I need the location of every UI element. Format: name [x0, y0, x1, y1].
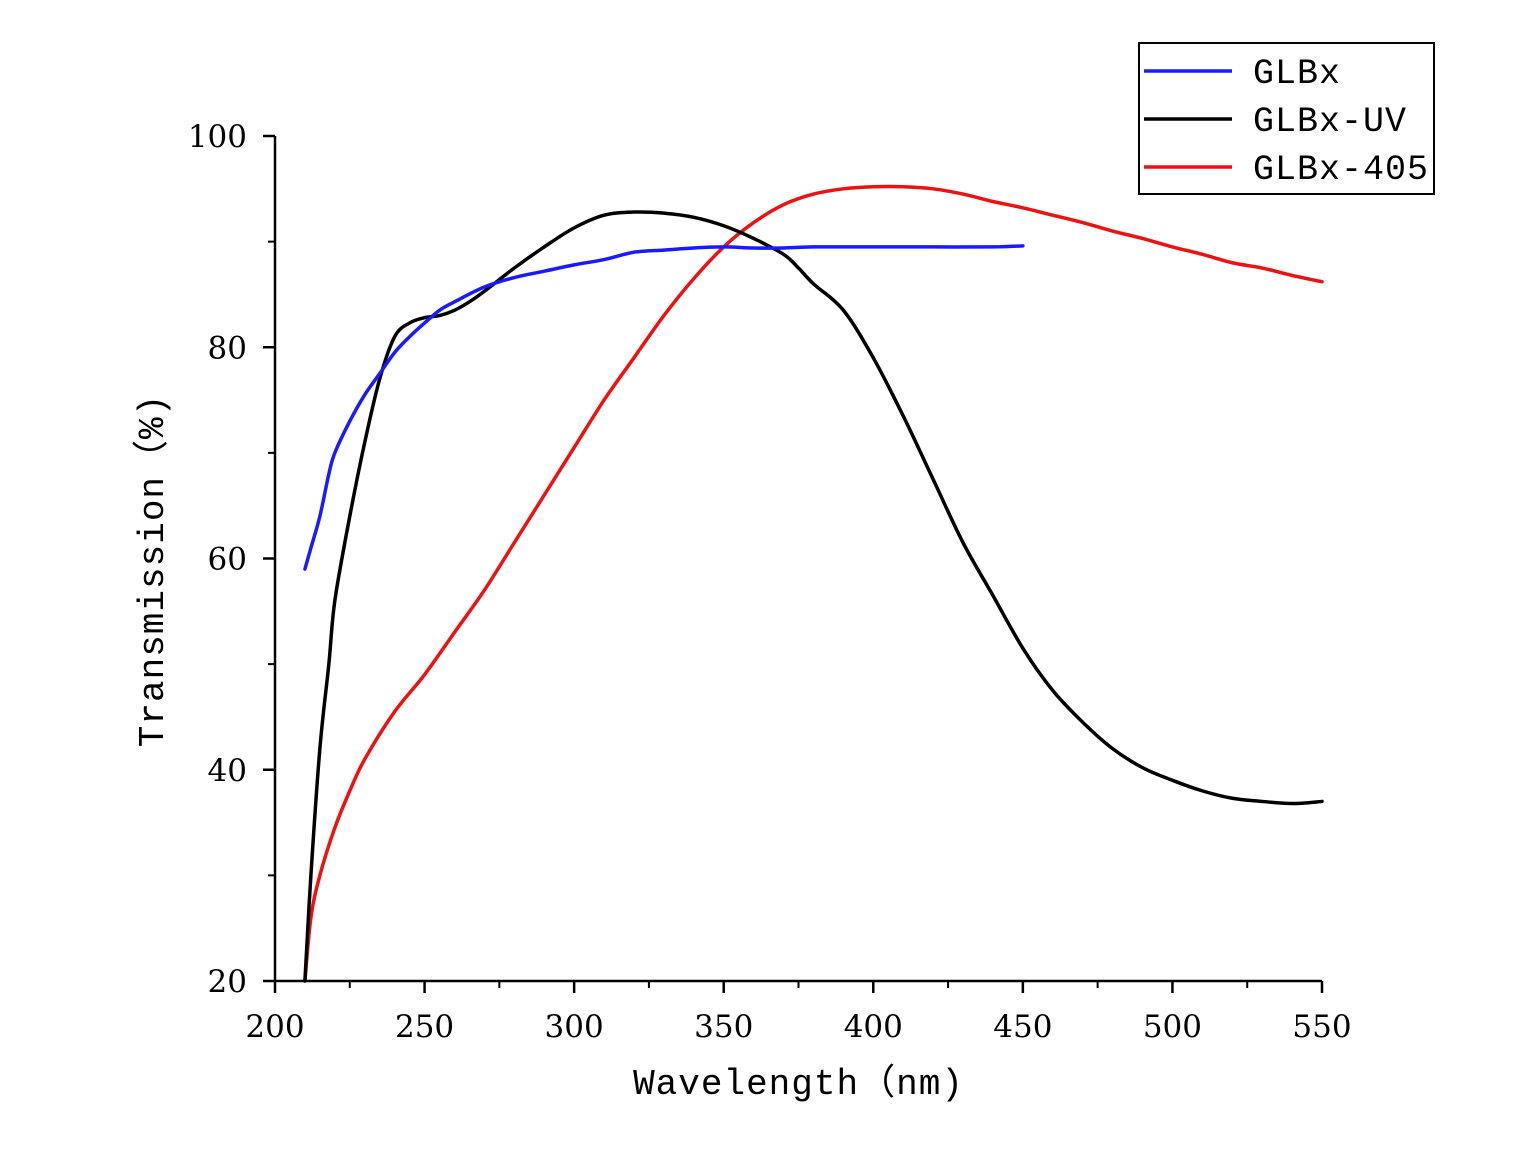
y-tick-label: 40 [208, 753, 247, 789]
x-tick-label: 500 [1143, 1009, 1202, 1045]
x-tick-label: 450 [993, 1009, 1052, 1045]
series-line-glbx-uv [303, 210, 1324, 983]
y-tick-label: 100 [188, 119, 247, 155]
x-tick-label: 200 [245, 1009, 304, 1045]
series-line-glbx-405 [303, 184, 1324, 983]
x-tick-label: 550 [1292, 1009, 1351, 1045]
legend-label-glbx-405: GLBx-405 [1253, 150, 1429, 190]
y-tick-label: 60 [208, 542, 247, 578]
series-line-glbx [303, 244, 1025, 571]
y-tick-label: 80 [208, 330, 247, 366]
y-ticks: 20 40 60 80 100 [188, 119, 275, 1000]
series-layer [303, 184, 1324, 983]
x-tick-label: 400 [844, 1009, 903, 1045]
x-ticks: 200 250 300 350 400 450 500 550 [245, 981, 1352, 1045]
legend-label-glbx: GLBx [1253, 54, 1341, 94]
legend: GLBx GLBx-UV GLBx-405 [1138, 42, 1435, 195]
x-axis-title: Wavelength（nm) [633, 1062, 964, 1105]
x-tick-label: 250 [395, 1009, 454, 1045]
y-tick-label: 20 [208, 964, 247, 1000]
axes: 200 250 300 350 400 450 500 550 20 40 60 80 100 [188, 119, 1352, 1045]
legend-label-glbx-uv: GLBx-UV [1253, 102, 1407, 142]
y-axis-title: Transmission（%) [131, 394, 174, 747]
x-tick-label: 300 [545, 1009, 604, 1045]
x-tick-label: 350 [694, 1009, 753, 1045]
